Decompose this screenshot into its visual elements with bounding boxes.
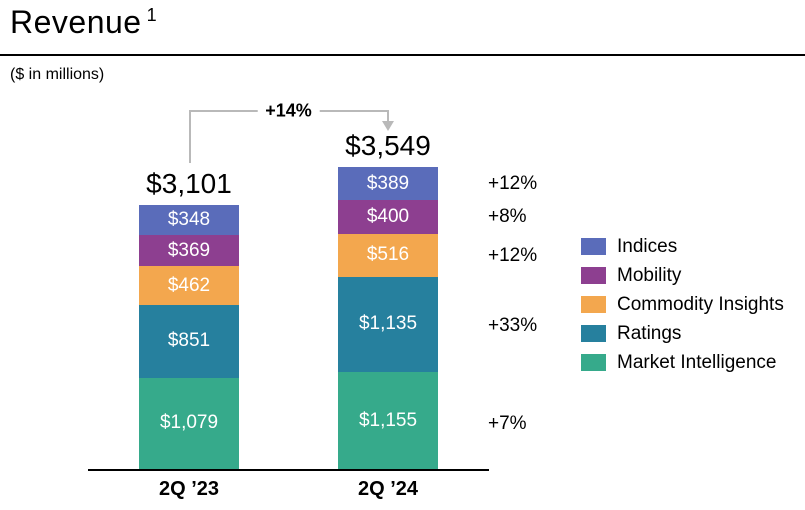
bar-segment-ratings: $851 xyxy=(139,305,239,378)
units-note: ($ in millions) xyxy=(10,66,105,83)
legend-swatch xyxy=(581,267,606,284)
legend-swatch xyxy=(581,296,606,313)
legend-item-indices: Indices xyxy=(581,232,784,261)
legend-item-commodity-insights: Commodity Insights xyxy=(581,290,784,319)
title-footnote-marker: 1 xyxy=(146,5,158,26)
segment-growth-label: +12% xyxy=(488,172,538,194)
total-growth-label: +14% xyxy=(257,100,320,122)
segment-growth-label: +8% xyxy=(488,206,527,228)
segment-value-label: $851 xyxy=(167,330,211,352)
x-axis-label: 2Q ’23 xyxy=(158,478,220,500)
segment-value-label: $1,079 xyxy=(159,412,219,434)
legend-label: Mobility xyxy=(617,264,682,286)
bar-segment-ratings: $1,135 xyxy=(338,276,438,373)
segment-value-label: $389 xyxy=(366,172,410,194)
growth-arrow-right-leg xyxy=(387,110,389,121)
segment-growth-label: +12% xyxy=(488,245,538,267)
bar-2Q-’23: $348 $369 $462 $851 $1,079 xyxy=(139,205,239,469)
segment-value-label: $462 xyxy=(167,274,211,296)
legend-item-market-intelligence: Market Intelligence xyxy=(581,348,784,377)
title-text: Revenue xyxy=(10,4,142,40)
bar-segment-mobility: $369 xyxy=(139,234,239,267)
segment-growth-label: +33% xyxy=(488,315,538,337)
bar-2Q-’24: $389 $400 $516 $1,135 $1,155 xyxy=(338,167,438,469)
x-axis-label: 2Q ’24 xyxy=(357,478,419,500)
bar-segment-market-intelligence: $1,155 xyxy=(338,372,438,469)
segment-value-label: $516 xyxy=(366,244,410,266)
segment-value-label: $348 xyxy=(167,209,211,231)
legend-swatch xyxy=(581,238,606,255)
segment-value-label: $400 xyxy=(366,205,410,227)
bar-segment-indices: $389 xyxy=(338,167,438,200)
legend-label: Market Intelligence xyxy=(617,351,777,373)
chart-legend: Indices Mobility Commodity Insights Ratings… xyxy=(581,232,784,377)
page-title: Revenue 1 xyxy=(10,4,157,41)
bar-segment-indices: $348 xyxy=(139,205,239,235)
legend-swatch xyxy=(581,354,606,371)
bar-segment-commodity-insights: $462 xyxy=(139,266,239,306)
segment-growth-label: +7% xyxy=(488,412,527,434)
legend-item-mobility: Mobility xyxy=(581,261,784,290)
bar-segment-market-intelligence: $1,079 xyxy=(139,377,239,469)
segment-value-label: $1,155 xyxy=(358,409,418,431)
growth-arrow-head xyxy=(382,121,394,131)
bar-segment-commodity-insights: $516 xyxy=(338,233,438,277)
segment-value-label: $369 xyxy=(167,239,211,261)
legend-label: Commodity Insights xyxy=(617,293,784,315)
legend-label: Indices xyxy=(617,235,678,257)
legend-label: Ratings xyxy=(617,322,682,344)
bar-segment-mobility: $400 xyxy=(338,199,438,234)
total-value-label: $3,101 xyxy=(146,168,232,200)
title-divider xyxy=(0,54,805,56)
legend-item-ratings: Ratings xyxy=(581,319,784,348)
growth-arrow-left-leg xyxy=(189,110,191,164)
x-axis-line xyxy=(88,469,489,471)
segment-value-label: $1,135 xyxy=(358,313,418,335)
total-value-label: $3,549 xyxy=(345,130,431,162)
legend-swatch xyxy=(581,325,606,342)
